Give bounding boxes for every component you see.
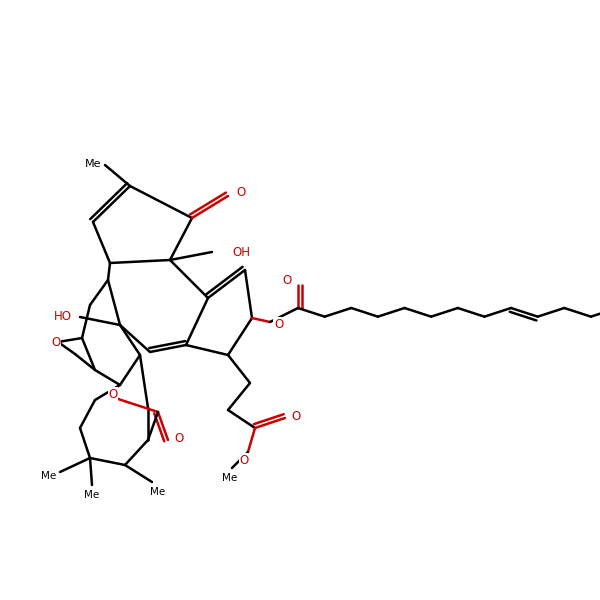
Text: O: O xyxy=(174,431,183,445)
Text: O: O xyxy=(283,274,292,286)
Text: Me: Me xyxy=(85,159,101,169)
Text: O: O xyxy=(274,317,283,331)
Text: Me: Me xyxy=(223,473,238,483)
Text: Me: Me xyxy=(85,490,100,500)
Text: Me: Me xyxy=(151,487,166,497)
Text: O: O xyxy=(291,409,300,422)
Text: OH: OH xyxy=(232,245,250,259)
Text: O: O xyxy=(109,388,118,401)
Text: O: O xyxy=(236,187,245,199)
Text: O: O xyxy=(239,454,248,467)
Text: O: O xyxy=(52,337,61,349)
Text: Me: Me xyxy=(41,471,56,481)
Text: HO: HO xyxy=(54,311,72,323)
